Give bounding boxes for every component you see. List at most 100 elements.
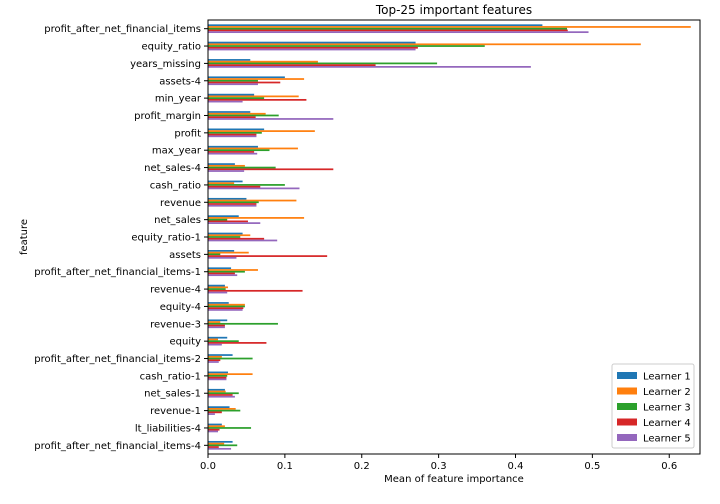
bar-2-16: [208, 286, 228, 289]
bar-3-3: [208, 62, 438, 65]
bar-3-10: [208, 184, 285, 186]
bar-2-13: [208, 234, 251, 237]
legend-box: [611, 363, 695, 449]
bar-2-3: [208, 60, 318, 63]
bar-4-9: [208, 168, 334, 171]
bar-4-21: [208, 376, 227, 379]
bar-5-11: [208, 204, 257, 207]
bar-2-25: [208, 442, 225, 445]
bar-4-19: [208, 342, 267, 344]
bar-4-3: [208, 64, 376, 67]
bar-4-24: [208, 428, 220, 431]
bar-3-9: [208, 166, 276, 169]
bar-5-23: [208, 413, 215, 415]
bar-4-15: [208, 272, 235, 275]
bar-2-1: [208, 26, 691, 28]
bar-5-25: [208, 447, 232, 450]
y-tick-label: years_missing: [130, 59, 201, 70]
y-tick-label: revenue-3: [150, 319, 201, 330]
bar-5-4: [208, 83, 258, 86]
y-tick-label: profit_margin: [134, 111, 201, 122]
bar-2-17: [208, 303, 245, 306]
bar-1-10: [208, 180, 243, 183]
x-tick-label: 0.4: [508, 461, 524, 472]
bar-5-15: [208, 274, 238, 277]
y-tick-label: profit_after_net_financial_items: [44, 24, 201, 35]
bar-1-8: [208, 145, 258, 148]
legend-entry: Learner 5: [643, 434, 691, 445]
bar-2-11: [208, 199, 297, 202]
bar-1-24: [208, 423, 222, 426]
legend-swatch: [617, 403, 637, 410]
bar-4-8: [208, 151, 255, 153]
bar-5-14: [208, 256, 237, 259]
x-tick-label: 0.1: [277, 461, 293, 472]
legend-swatch: [617, 372, 637, 379]
bar-4-2: [208, 46, 418, 49]
bar-5-17: [208, 309, 243, 311]
bar-5-19: [208, 343, 222, 346]
bar-5-21: [208, 378, 227, 381]
bar-5-22: [208, 395, 235, 398]
bar-5-3: [208, 66, 531, 68]
legend-swatch: [617, 434, 637, 441]
ticks-layer: profit_after_net_financial_items equity_r…: [34, 24, 677, 472]
bar-2-18: [208, 321, 221, 323]
bar-4-20: [208, 359, 221, 362]
bar-5-9: [208, 170, 245, 172]
bar-2-4: [208, 78, 305, 80]
bar-3-24: [208, 427, 252, 429]
bar-4-23: [208, 411, 222, 414]
bar-1-20: [208, 354, 233, 356]
bar-3-2: [208, 45, 485, 47]
bar-5-6: [208, 118, 334, 120]
bar-1-7: [208, 128, 265, 131]
y-tick-label: lt_liabilities-4: [135, 423, 201, 434]
bar-4-16: [208, 289, 303, 292]
bar-4-5: [208, 98, 307, 101]
bar-2-8: [208, 147, 298, 150]
bar-1-1: [208, 24, 543, 27]
bar-5-18: [208, 326, 225, 329]
bar-4-12: [208, 220, 248, 223]
bar-3-15: [208, 270, 245, 273]
bar-4-25: [208, 446, 219, 448]
bar-2-10: [208, 182, 235, 185]
bar-1-11: [208, 197, 247, 200]
y-tick-label: min_year: [155, 94, 202, 105]
bar-4-17: [208, 307, 244, 310]
bar-1-13: [208, 232, 243, 235]
bar-4-7: [208, 133, 257, 136]
bar-3-1: [208, 27, 568, 30]
bar-3-12: [208, 218, 228, 221]
y-tick-label: profit: [174, 128, 201, 139]
bar-5-20: [208, 361, 219, 363]
bar-5-10: [208, 187, 300, 190]
bar-3-23: [208, 409, 241, 412]
x-axis-label: Mean of feature importance: [384, 474, 524, 485]
y-tick-label: equity-4: [160, 302, 201, 313]
bar-4-13: [208, 237, 265, 240]
bar-3-19: [208, 340, 239, 343]
bar-5-5: [208, 100, 243, 103]
bar-3-25: [208, 444, 238, 447]
bar-1-25: [208, 440, 233, 443]
bar-2-14: [208, 251, 249, 254]
bar-1-15: [208, 267, 232, 270]
bar-3-21: [208, 375, 228, 377]
x-tick-label: 0.3: [431, 461, 447, 472]
bar-3-20: [208, 357, 253, 360]
y-tick-label: net_sales: [154, 215, 201, 226]
bar-4-1: [208, 29, 568, 32]
legend-entry: Learner 1: [643, 372, 691, 383]
bar-5-12: [208, 222, 261, 224]
x-tick-label: 0.0: [200, 461, 216, 472]
bar-3-18: [208, 322, 278, 325]
x-tick-label: 0.2: [354, 461, 370, 472]
bar-1-12: [208, 215, 239, 218]
bar-2-23: [208, 407, 236, 410]
bar-5-2: [208, 48, 416, 51]
bar-5-1: [208, 31, 589, 34]
bar-3-22: [208, 392, 239, 395]
legend-swatch: [617, 418, 637, 426]
